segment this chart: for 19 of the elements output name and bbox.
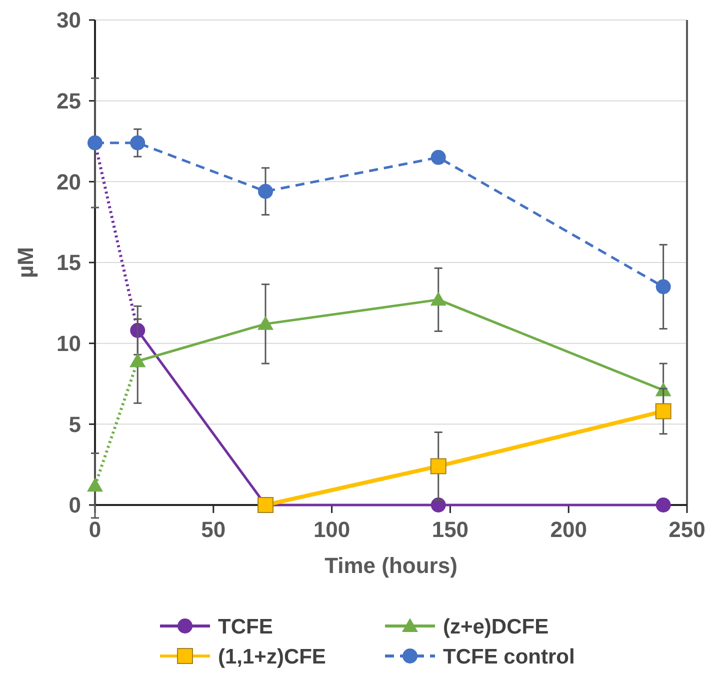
x-axis-title: Time (hours) [324, 553, 458, 578]
y-axis-title: µM [13, 246, 38, 278]
y-tick-label: 30 [56, 8, 81, 33]
legend-label: TCFE [218, 615, 273, 638]
x-tick-label: 50 [201, 517, 226, 542]
y-tick-label: 10 [56, 331, 81, 356]
y-tick-label: 0 [68, 492, 81, 518]
y-tick-label: 20 [56, 169, 81, 194]
x-tick-label: 0 [88, 517, 102, 542]
y-tick-label: 25 [56, 88, 81, 114]
legend-label: TCFE control [443, 645, 575, 668]
x-tick-label: 250 [668, 517, 706, 542]
y-tick-label: 15 [56, 250, 81, 276]
legend-label: (1,1+z)CFE [218, 645, 326, 668]
legend-label: (z+e)DCFE [443, 615, 549, 638]
x-tick-label: 150 [432, 517, 469, 542]
y-tick-label: 5 [68, 412, 81, 437]
x-tick-label: 100 [313, 517, 350, 542]
x-tick-label: 200 [550, 517, 587, 542]
